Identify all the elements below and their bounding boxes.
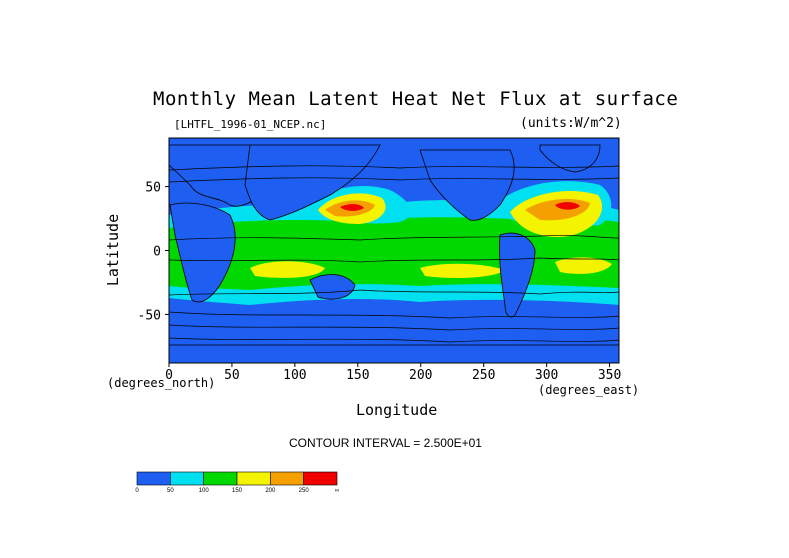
- continent-outlines: [169, 144, 619, 363]
- x-tick-label: 200: [409, 368, 432, 383]
- contour-line: [169, 235, 619, 241]
- colorbar-swatch: [236, 471, 271, 486]
- x-tick-label: 300: [535, 368, 558, 383]
- colorbar-tick-label: 50: [167, 488, 174, 494]
- contour-interval-label: CONTOUR INTERVAL = 2.500E+01: [289, 436, 482, 450]
- colorbar-swatch: [303, 471, 338, 486]
- x-tick-label: 0: [165, 368, 173, 383]
- contour-line: [169, 337, 619, 343]
- colorbar-tick-label: 150: [232, 488, 243, 494]
- colorbar-tick-label: 100: [199, 488, 210, 494]
- field-kuroshio-red: [340, 204, 364, 211]
- field-south-indian-yellow: [250, 261, 325, 278]
- colorbar-tick-label: 250: [299, 488, 310, 494]
- chart-title: Monthly Mean Latent Heat Net Flux at sur…: [153, 88, 679, 110]
- y-tick-label: -50: [138, 308, 161, 323]
- colorbar-tick-label: ∞: [335, 488, 339, 494]
- colorbar: 0 50 100 150 200 250 ∞: [135, 471, 339, 494]
- south-america: [499, 232, 536, 318]
- north-america: [419, 149, 515, 221]
- x-tick-label: 50: [224, 368, 240, 383]
- x-axis: 0 50 100 150 200 250 300 350: [165, 363, 621, 383]
- contour-line: [169, 177, 619, 183]
- contour-line: [169, 257, 619, 263]
- field-south-atlantic-yellow: [555, 257, 612, 274]
- greenland: [539, 144, 601, 173]
- y-axis-label: Latitude: [104, 213, 122, 287]
- heatmap-field: [169, 138, 619, 363]
- x-axis-label: Longitude: [356, 401, 438, 419]
- x-tick-label: 100: [283, 368, 306, 383]
- file-name-label: [LHTFL_1996-01_NCEP.nc]: [174, 118, 327, 131]
- field-south-pacific-yellow: [420, 263, 505, 278]
- x-tick-label: 250: [472, 368, 495, 383]
- colorbar-swatch: [270, 471, 304, 486]
- field-gulfstream-red: [555, 202, 580, 210]
- y-tick-label: 50: [145, 181, 161, 196]
- contour-line: [169, 289, 619, 296]
- units-label: (units:W/m^2): [520, 116, 622, 131]
- x-tick-label: 150: [346, 368, 369, 383]
- contour-line: [169, 311, 619, 319]
- contour-line: [169, 165, 619, 171]
- africa: [169, 202, 236, 303]
- colorbar-swatch: [136, 471, 171, 486]
- antarctica: [169, 344, 619, 363]
- x-tick-label: 350: [598, 368, 621, 383]
- colorbar-tick-label: 0: [135, 488, 139, 494]
- colorbar-swatch: [203, 471, 238, 486]
- contour-line: [169, 324, 619, 331]
- y-tick-label: 0: [153, 245, 161, 260]
- y-axis: 50 0 -50: [138, 181, 169, 323]
- x-units-label: (degrees_east): [538, 383, 640, 397]
- colorbar-swatch: [170, 471, 204, 486]
- colorbar-tick-label: 200: [265, 488, 276, 494]
- australia: [309, 274, 356, 300]
- y-units-label: (degrees_north): [107, 376, 216, 390]
- asia: [244, 144, 381, 221]
- contour-lines: [169, 165, 619, 343]
